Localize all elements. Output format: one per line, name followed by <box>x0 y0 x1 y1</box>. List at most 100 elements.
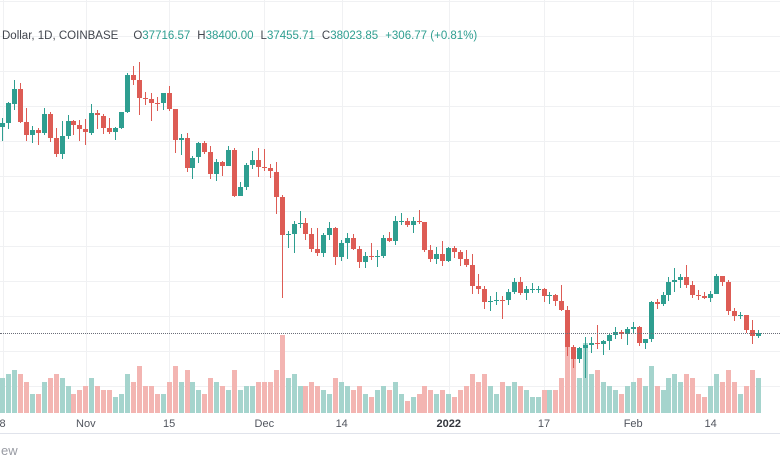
candle-body <box>202 143 208 153</box>
candle-wick <box>591 337 593 354</box>
volume-bar <box>672 374 678 413</box>
tradingview-watermark-fragment[interactable]: ew <box>1 443 18 458</box>
vertical-gridline <box>710 0 712 413</box>
volume-bar <box>404 401 410 413</box>
horizontal-gridline <box>0 175 780 177</box>
symbol-title[interactable]: Dollar, 1D, COINBASE <box>2 30 119 42</box>
volume-bar <box>362 393 368 413</box>
candle-body <box>208 152 214 174</box>
candle-wick <box>400 212 402 225</box>
candle-wick <box>73 120 75 135</box>
high-value: 38400.00 <box>205 30 254 42</box>
volume-bar <box>386 389 392 413</box>
horizontal-gridline <box>0 315 780 317</box>
volume-bar <box>47 377 53 413</box>
volume-bar <box>422 385 428 413</box>
volume-bar <box>624 385 630 413</box>
candle-body <box>291 223 297 234</box>
candle-body <box>648 302 654 340</box>
volume-bar <box>71 393 77 413</box>
volume-bar <box>725 370 731 413</box>
candle-body <box>731 311 737 317</box>
volume-bar <box>660 389 666 413</box>
candle-body <box>666 282 672 295</box>
candle-wick <box>281 194 283 299</box>
candle-wick <box>97 110 99 129</box>
price-pane[interactable] <box>0 0 780 413</box>
candle-body <box>702 296 708 298</box>
candle-body <box>17 88 23 122</box>
volume-bar <box>398 393 404 413</box>
low-value: 37455.71 <box>266 30 315 42</box>
candle-body <box>481 288 487 303</box>
volume-bar <box>702 397 708 413</box>
candle-body <box>523 288 529 294</box>
time-axis-label: 2022 <box>436 418 462 430</box>
volume-bar <box>285 377 291 413</box>
candle-body <box>410 221 416 225</box>
candle-wick <box>704 291 706 300</box>
candle-body <box>166 92 172 110</box>
candle-body <box>595 342 600 344</box>
candle-body <box>630 327 636 330</box>
time-axis[interactable]: 8 Nov 15 Dec 14 2022 17 Feb 14 <box>0 416 780 433</box>
candle-body <box>29 129 35 135</box>
candle-body <box>362 255 368 262</box>
candle-wick <box>489 295 491 312</box>
candle-body <box>333 227 339 258</box>
volume-bar <box>374 389 380 413</box>
volume-bar <box>41 381 47 413</box>
candle-body <box>571 346 577 359</box>
volume-bar <box>202 393 208 413</box>
volume-bar <box>470 374 476 413</box>
candle-body <box>374 255 380 258</box>
candle-body <box>624 329 630 335</box>
candle-wick <box>478 274 479 295</box>
time-axis-label: 17 <box>537 418 551 430</box>
volume-bar <box>125 374 130 413</box>
candle-body <box>708 293 714 298</box>
candle-body <box>422 222 428 250</box>
candle-body <box>434 253 440 260</box>
candle-wick <box>37 127 39 145</box>
volume-bar <box>5 374 11 413</box>
volume-bar <box>577 377 583 413</box>
candle-body <box>535 288 541 290</box>
candle-body <box>565 309 571 347</box>
volume-bar <box>297 385 303 413</box>
candle-wick <box>180 133 182 156</box>
volume-bar <box>595 370 600 413</box>
volume-bar <box>327 393 333 413</box>
candle-body <box>392 221 398 241</box>
candle-body <box>553 295 559 302</box>
volume-bar <box>11 370 17 413</box>
horizontal-gridline <box>0 245 780 247</box>
volume-bar <box>119 393 124 413</box>
candle-body <box>357 248 362 262</box>
horizontal-gridline <box>0 210 780 212</box>
candle-body <box>160 92 166 104</box>
candle-body <box>0 123 5 128</box>
candle-body <box>107 128 113 133</box>
vertical-gridline <box>264 0 266 413</box>
vertical-gridline <box>341 0 343 413</box>
volume-bar <box>178 381 184 413</box>
candle-body <box>660 294 666 304</box>
candle-body <box>452 248 458 252</box>
time-axis-label: Feb <box>623 418 643 430</box>
candle-body <box>636 327 642 343</box>
vertical-gridline <box>448 0 450 413</box>
volume-bar <box>529 397 535 413</box>
volume-bar <box>535 397 541 413</box>
candle-body <box>244 164 249 187</box>
candle-body <box>428 249 434 260</box>
candle-body <box>178 137 184 140</box>
open-label: O <box>133 30 143 42</box>
candle-wick <box>412 217 414 233</box>
volume-bar <box>232 370 238 413</box>
volume-bar <box>351 389 357 413</box>
volume-bar <box>493 393 499 413</box>
candle-body <box>279 196 285 235</box>
volume-bar <box>666 377 672 413</box>
volume-bar <box>339 381 345 413</box>
